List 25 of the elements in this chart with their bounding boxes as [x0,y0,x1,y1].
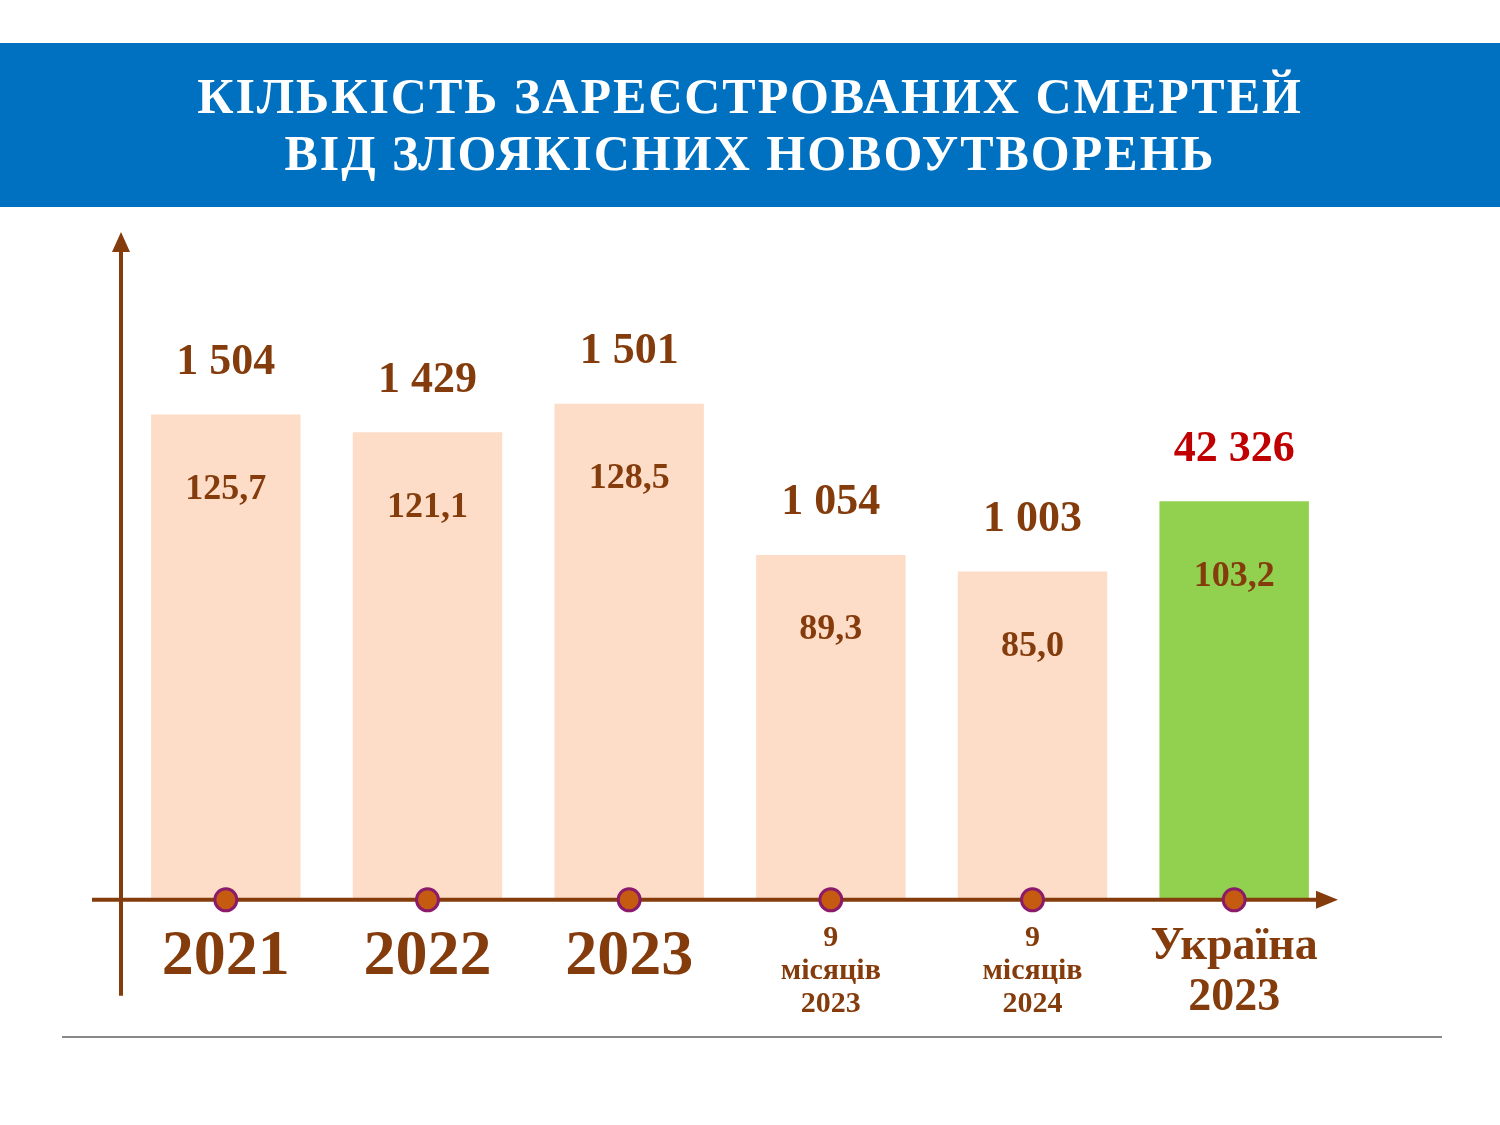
annotation: 1 501 [579,324,679,374]
x-tick-label: 2023 [565,916,694,988]
annotation: 1 504 [176,334,276,384]
data-label: 125,7 [185,466,267,507]
bar [352,432,503,900]
chart-title: КІЛЬКІСТЬ ЗАРЕЄСТРОВАНИХ СМЕРТЕЙ ВІД ЗЛОЯКІСНИХ НОВОУТВОРЕНЬ [0,43,1500,207]
data-label: 121,1 [387,484,468,525]
bar [554,403,704,900]
bar [1159,501,1309,900]
data-label: 89,3 [799,607,863,648]
bar [151,414,301,900]
data-label: 85,0 [1001,623,1064,664]
bar [756,555,906,900]
data-label: 128,5 [588,455,670,496]
x-tick-label: 2021 [161,916,290,988]
annotation: 42 326 [1173,421,1295,471]
annotation: 1 429 [378,352,477,402]
x-tick-label: Україна 2023 [1150,917,1318,1020]
x-tick-label: 9 місяців 2024 [982,919,1083,1019]
x-tick-label: 2022 [363,916,492,988]
data-label: 103,2 [1193,553,1275,594]
annotation: 1 054 [781,475,881,525]
bar [957,571,1108,900]
annotation: 1 003 [983,491,1082,541]
x-tick-label: 9 місяців 2023 [780,919,881,1019]
